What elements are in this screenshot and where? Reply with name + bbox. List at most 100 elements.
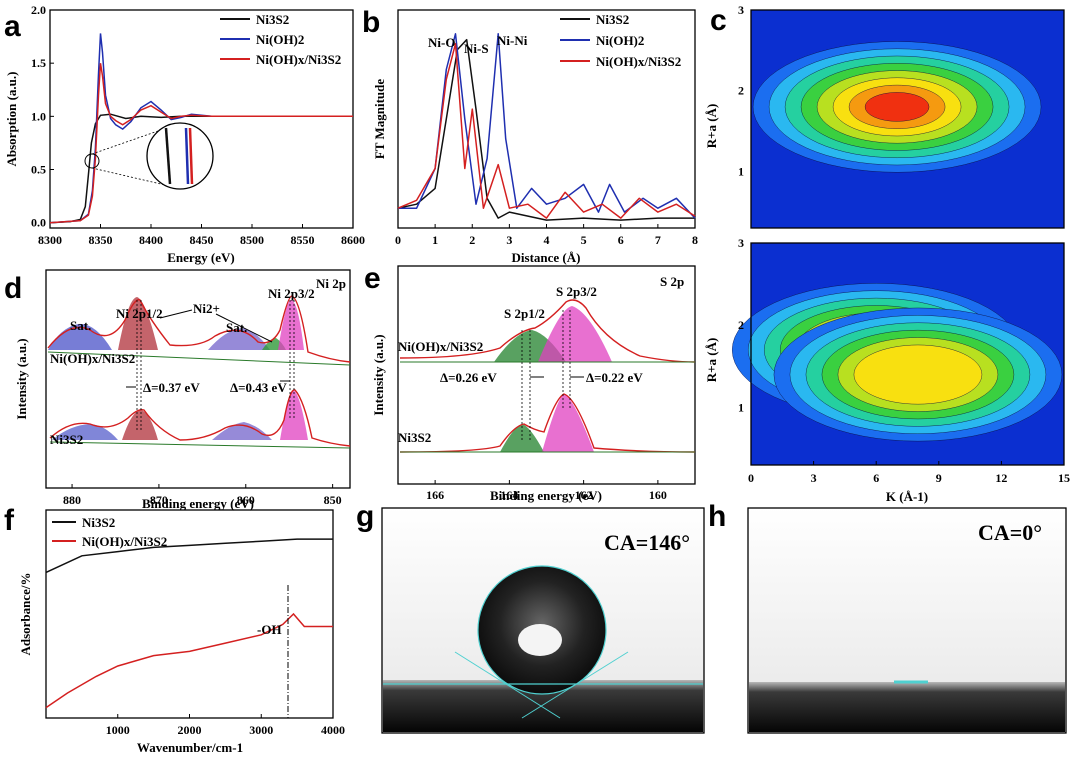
b-xtick-label-2: 2 — [469, 233, 475, 247]
panel-e-xlabel: Binding energy (eV) — [490, 488, 602, 503]
legend-b-label-1: Ni(OH)2 — [596, 33, 644, 48]
d-top-envelope — [47, 295, 351, 363]
e-label-s2p12: S 2p1/2 — [504, 306, 545, 321]
b-xtick-label-5: 5 — [581, 233, 587, 247]
a-xtick-label-6: 8600 — [341, 233, 365, 247]
d-bot-baseline — [49, 441, 351, 449]
b-xtick-label-3: 3 — [506, 233, 512, 247]
panel-b-annotation-nini: Ni-Ni — [497, 33, 528, 48]
f-xtick-label-1: 2000 — [178, 723, 202, 737]
c-bot-peak-1-level-6 — [853, 344, 983, 405]
e-label-top-sample: Ni(OH)x/Ni3S2 — [398, 339, 483, 354]
c-top-ytick-label-0: 1 — [738, 164, 744, 178]
panel-g-letter: g — [356, 500, 374, 533]
panel-a-zoom-line-ni3s2 — [164, 127, 172, 185]
e-top-s2p32 — [538, 306, 612, 362]
panel-a: a 8300 8350 8400 8450 8500 8550 8600 0.0 0.5 1.0… — [4, 3, 365, 265]
d-label-top-sample: Ni(OH)x/Ni3S2 — [50, 351, 135, 366]
f-series-1 — [45, 612, 333, 709]
c-xtick-label-5: 15 — [1058, 471, 1070, 485]
panel-h: h CA=0° — [708, 500, 1067, 734]
a-ytick-label-0: 0.0 — [31, 216, 46, 230]
panel-g-fit-circle — [477, 565, 607, 695]
panel-c-bottom-frame — [750, 242, 1065, 466]
panel-d-xlabel: Binding energy (eV) — [142, 496, 254, 511]
panel-a-zoom-marker — [84, 153, 100, 169]
a-xtick-label-2: 8400 — [139, 233, 163, 247]
legend-a-label-0: Ni3S2 — [256, 12, 289, 27]
panel-e: e 166 164 162 160 Binding energy (eV) Inten… — [364, 262, 696, 503]
f-xtick-label-3: 4000 — [321, 723, 345, 737]
b-xtick-label-8: 8 — [692, 233, 698, 247]
a-ytick-label-2: 1.0 — [31, 109, 46, 123]
panel-f-xlabel: Wavenumber/cm-1 — [137, 740, 243, 755]
c-top-ytick-label-2: 3 — [738, 3, 744, 17]
panel-e-ylabel: Intensity (a.u.) — [371, 334, 386, 415]
panel-b-legend: Ni3S2 Ni(OH)2 Ni(OH)x/Ni3S2 — [560, 12, 681, 69]
e-label-delta1: Δ=0.26 eV — [440, 370, 497, 385]
legend-b-label-0: Ni3S2 — [596, 12, 629, 27]
panel-a-ylabel: Absorption (a.u.) — [4, 72, 19, 167]
d-xtick-label-2: 860 — [237, 493, 255, 507]
a-ytick-label-1: 0.5 — [31, 163, 46, 177]
e-bot-envelope — [399, 393, 696, 453]
b-series-2 — [397, 42, 696, 219]
c-xtick-label-2: 6 — [873, 471, 879, 485]
f-xtick-label-0: 1000 — [106, 723, 130, 737]
d-top-ni2p32 — [278, 300, 304, 350]
e-xtick-label-2: 162 — [575, 488, 593, 502]
e-label-s2p32: S 2p3/2 — [556, 284, 597, 299]
a-xtick-label-4: 8500 — [240, 233, 264, 247]
panel-g: g CA=146° — [356, 500, 705, 734]
b-xtick-label-7: 7 — [655, 233, 661, 247]
f-xtick-label-2: 3000 — [249, 723, 273, 737]
panel-e-corner: S 2p — [660, 274, 684, 289]
d-bot-sat1 — [52, 424, 118, 440]
panel-c-top-map — [751, 10, 1064, 228]
panel-h-contact-angle: CA=0° — [978, 520, 1042, 545]
b-xtick-label-6: 6 — [618, 233, 624, 247]
e-xtick-label-1: 164 — [500, 488, 518, 502]
c-xtick-label-3: 9 — [936, 471, 942, 485]
a-series-2 — [49, 63, 353, 224]
panel-f-letter: f — [4, 504, 15, 537]
d-ni2-arrow-right — [215, 313, 273, 343]
panel-c-bottom-map — [732, 243, 1064, 465]
panel-e-letter: e — [364, 262, 381, 295]
legend-a-label-2: Ni(OH)x/Ni3S2 — [256, 52, 341, 67]
panel-b-ylabel: FT Magnitude — [372, 79, 387, 160]
b-series-0 — [397, 38, 695, 221]
c-bot-ytick-label-2: 3 — [738, 236, 744, 250]
d-bot-ni2p12 — [122, 410, 158, 440]
panel-a-legend: Ni3S2 Ni(OH)2 Ni(OH)x/Ni3S2 — [220, 12, 341, 67]
d-label-sat2: Sat. — [226, 320, 247, 335]
d-ni2-arrow-left — [159, 309, 193, 319]
panel-g-droplet-highlight — [518, 624, 562, 656]
d-label-ni2plus: Ni2+ — [193, 301, 220, 316]
b-xtick-label-0: 0 — [395, 233, 401, 247]
a-ytick-label-4: 2.0 — [31, 3, 46, 17]
e-xtick-label-3: 160 — [649, 488, 667, 502]
c-xtick-label-1: 3 — [811, 471, 817, 485]
panel-g-tangent-right — [521, 651, 629, 719]
panel-c-xlabel: K (Å-1) — [886, 489, 928, 504]
a-xtick-label-3: 8450 — [190, 233, 214, 247]
legend-f-label-1: Ni(OH)x/Ni3S2 — [82, 534, 167, 549]
panel-h-substrate — [749, 682, 1065, 732]
d-label-ni2p32: Ni 2p3/2 — [268, 286, 315, 301]
panel-f: f 1000 2000 3000 4000 Wavenumber/cm-1 Adsor… — [4, 504, 345, 755]
e-label-delta2: Δ=0.22 eV — [586, 370, 643, 385]
c-xtick-label-0: 0 — [748, 471, 754, 485]
d-label-bot-sample: Ni3S2 — [50, 432, 83, 447]
panel-d: d 880 870 860 850 Binding energy (eV) Inten… — [4, 269, 351, 511]
panel-a-zoom-line-composite — [188, 127, 194, 185]
d-top-sat1 — [48, 323, 112, 350]
d-label-delta2: Δ=0.43 eV — [230, 380, 287, 395]
panel-a-frame — [49, 9, 354, 229]
b-xtick-label-4: 4 — [544, 233, 550, 247]
panel-d-corner: Ni 2p — [316, 276, 346, 291]
panel-d-letter: d — [4, 272, 22, 305]
panel-d-frame — [45, 269, 351, 489]
panel-a-letter: a — [4, 10, 21, 43]
a-ytick-label-3: 1.5 — [31, 56, 46, 70]
